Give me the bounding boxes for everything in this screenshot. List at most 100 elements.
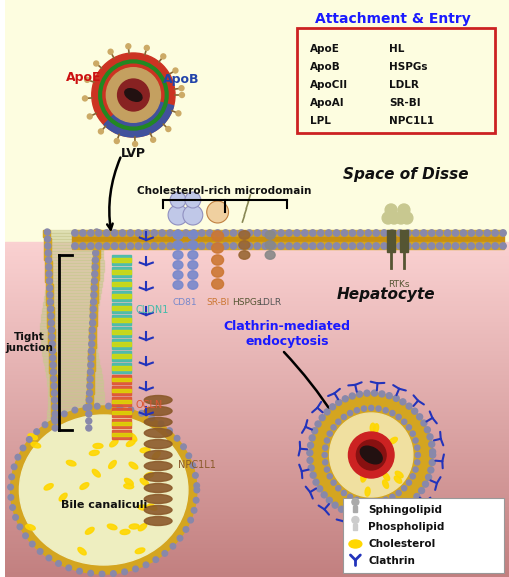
Bar — [90, 313, 97, 314]
Circle shape — [309, 230, 316, 236]
Bar — [5, 545, 509, 546]
Bar — [90, 323, 97, 324]
Bar — [46, 288, 53, 289]
Bar — [51, 422, 58, 423]
Bar — [111, 400, 131, 403]
Bar — [48, 348, 55, 349]
Circle shape — [88, 369, 94, 375]
Bar — [5, 401, 509, 402]
Ellipse shape — [144, 451, 172, 459]
Bar — [5, 554, 509, 555]
Bar — [5, 549, 509, 550]
Circle shape — [214, 243, 221, 249]
Circle shape — [72, 243, 78, 249]
Bar — [51, 412, 58, 413]
Bar — [5, 252, 509, 253]
Bar — [49, 361, 56, 362]
Bar — [43, 236, 50, 237]
Bar — [87, 395, 94, 396]
Bar — [5, 497, 509, 498]
Bar — [45, 269, 52, 270]
Bar — [45, 236, 101, 239]
Ellipse shape — [361, 473, 366, 482]
Bar — [5, 294, 509, 295]
Bar — [5, 336, 509, 337]
Circle shape — [17, 524, 23, 530]
Circle shape — [173, 68, 178, 73]
Ellipse shape — [92, 469, 100, 477]
Bar — [92, 283, 98, 284]
Bar — [5, 550, 509, 551]
Circle shape — [91, 292, 97, 298]
Bar — [5, 391, 509, 392]
Bar — [111, 318, 131, 322]
Bar — [5, 462, 509, 463]
Bar — [51, 426, 58, 427]
Bar — [87, 394, 94, 395]
Circle shape — [365, 230, 372, 236]
Bar — [47, 312, 54, 313]
Ellipse shape — [212, 267, 223, 277]
Bar — [5, 505, 509, 506]
Circle shape — [89, 334, 95, 340]
Bar — [5, 454, 509, 455]
Bar — [5, 293, 509, 294]
Bar — [5, 547, 509, 548]
Bar — [94, 231, 101, 232]
Bar — [45, 267, 52, 268]
Bar — [5, 568, 509, 569]
Bar — [5, 408, 509, 409]
Text: ApoAI: ApoAI — [310, 98, 345, 108]
Text: Space of Disse: Space of Disse — [343, 167, 469, 182]
Bar — [46, 297, 53, 298]
Bar — [5, 539, 509, 540]
Circle shape — [145, 46, 149, 50]
Bar — [89, 331, 96, 332]
Circle shape — [246, 230, 252, 236]
Bar — [40, 326, 96, 329]
Circle shape — [409, 499, 414, 505]
Ellipse shape — [28, 434, 37, 440]
Bar — [44, 251, 51, 252]
Ellipse shape — [383, 480, 388, 488]
Circle shape — [72, 407, 78, 413]
Bar — [5, 534, 509, 535]
Ellipse shape — [144, 505, 172, 515]
Bar — [5, 418, 509, 419]
Bar — [94, 230, 101, 231]
Text: CD81: CD81 — [173, 298, 197, 307]
Bar — [111, 327, 131, 337]
Bar — [5, 258, 509, 259]
Ellipse shape — [173, 251, 183, 259]
Bar — [5, 382, 509, 383]
Circle shape — [87, 390, 93, 396]
Circle shape — [93, 250, 99, 256]
Text: NPC1L1: NPC1L1 — [178, 460, 216, 470]
Bar — [86, 411, 93, 412]
Bar — [5, 511, 509, 512]
Bar — [92, 277, 99, 278]
Bar — [88, 361, 95, 362]
Circle shape — [93, 243, 99, 249]
Bar — [46, 422, 101, 425]
Bar — [5, 417, 509, 418]
Circle shape — [51, 383, 57, 389]
Ellipse shape — [365, 487, 370, 496]
Bar — [92, 275, 99, 276]
Bar — [84, 430, 124, 470]
Bar — [5, 317, 509, 318]
Text: Phospholipid: Phospholipid — [369, 522, 445, 532]
Text: Tight
junction: Tight junction — [6, 332, 53, 353]
Bar — [48, 342, 55, 343]
Bar — [93, 260, 99, 261]
Ellipse shape — [107, 524, 117, 530]
Bar — [5, 405, 509, 406]
Circle shape — [372, 390, 378, 396]
Bar — [5, 365, 509, 366]
Circle shape — [194, 483, 200, 488]
Bar — [48, 345, 55, 346]
Bar — [5, 531, 509, 532]
Circle shape — [151, 230, 157, 236]
Bar — [5, 273, 509, 274]
Bar — [48, 333, 54, 334]
